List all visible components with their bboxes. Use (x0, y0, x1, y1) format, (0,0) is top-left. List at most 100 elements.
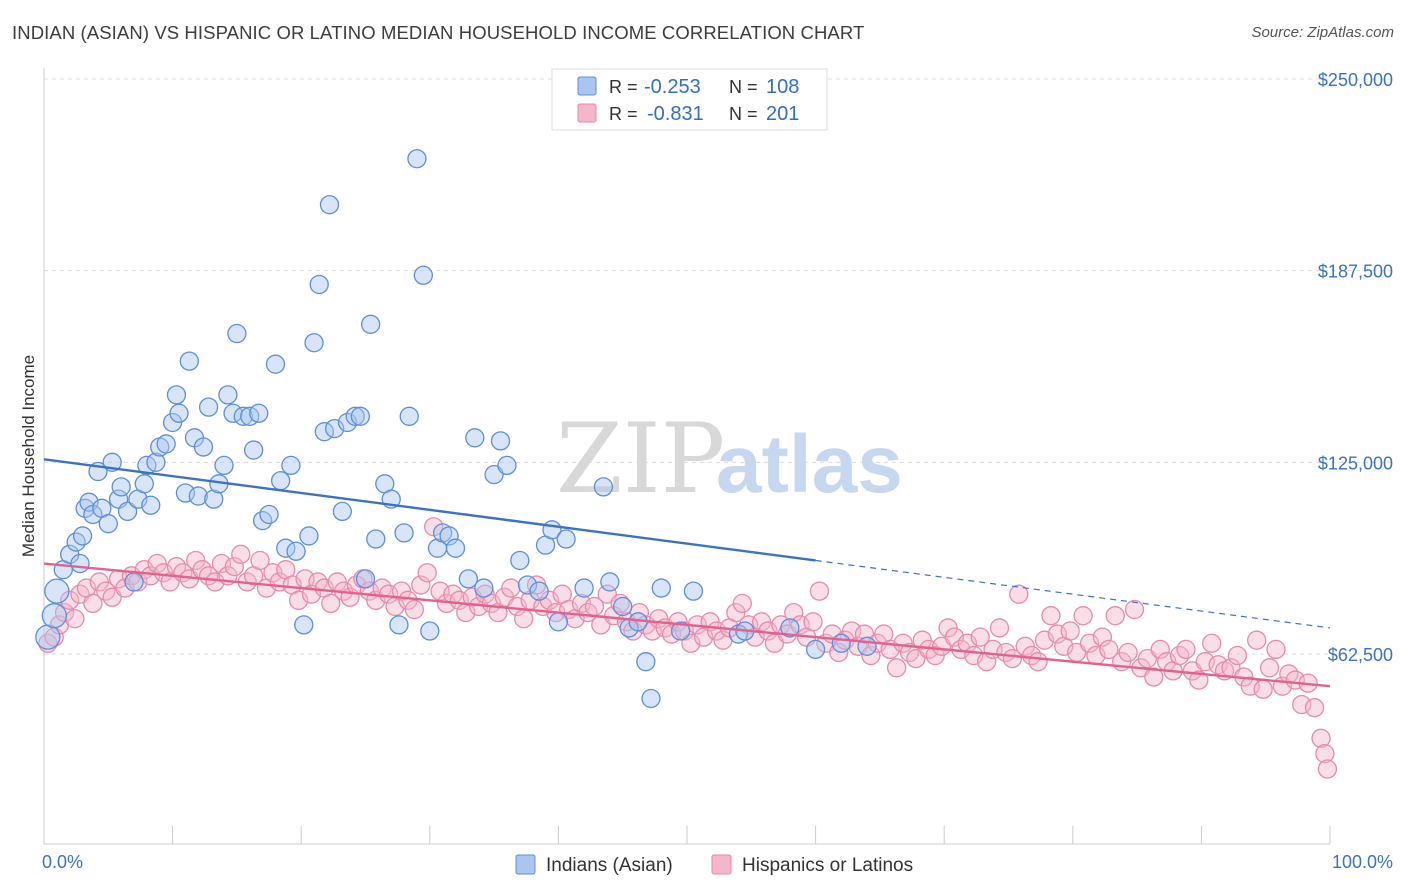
y-axis-label: Median Household Income (19, 355, 38, 557)
indian-point-37 (214, 455, 234, 476)
indian-point-105 (805, 639, 826, 660)
indian-point-76 (439, 526, 459, 546)
bottom-legend-swatch-indian (515, 854, 536, 875)
indian-point-77 (445, 538, 466, 558)
indian-point-92 (593, 477, 614, 497)
indian-point-16 (111, 477, 131, 497)
indian-point-52 (294, 615, 314, 635)
hispanic-point-199 (1311, 728, 1331, 748)
indian-point-86 (529, 581, 549, 601)
hispanic-point-189 (1247, 630, 1267, 650)
indian-point-84 (510, 550, 530, 571)
indian-point-25 (156, 434, 176, 454)
grid-lines (44, 78, 1393, 655)
indian-point-22 (141, 495, 161, 515)
y-tick-labels: $62,500 $125,000 $187,500 $250,000 (1318, 70, 1393, 665)
indian-point-51 (286, 541, 306, 561)
hispanic-point-169 (1118, 642, 1138, 663)
indian-point-89 (548, 612, 569, 632)
hispanic-point-8 (83, 593, 103, 614)
indian-point-104 (780, 618, 800, 638)
hispanic-point-59 (411, 575, 431, 595)
indian-point-61 (345, 406, 365, 426)
indian-point-7 (72, 526, 93, 546)
indian-point-48 (270, 471, 291, 491)
legend-r-label-2: R = (609, 104, 638, 124)
hispanic-point-31 (231, 544, 251, 564)
indian-point-44 (249, 403, 269, 423)
hispanic-point-155 (1028, 652, 1048, 672)
y-tick-label-1: $125,000 (1318, 453, 1393, 473)
indian-point-94 (613, 596, 633, 617)
indian-point-20 (134, 474, 154, 494)
indian-point-40 (227, 323, 247, 344)
indian-point-90 (556, 529, 576, 549)
indian-point-18 (124, 572, 144, 592)
indian-point-46 (259, 504, 279, 525)
hispanic-point-90 (610, 593, 630, 614)
bottom-legend: Indians (Asian) Hispanics or Latinos (515, 854, 913, 876)
indian-point-53 (299, 526, 319, 546)
indian-point-38 (218, 385, 238, 405)
trend-lines (43, 458, 1331, 688)
hispanic-point-34 (250, 550, 270, 571)
source-note: Source: ZipAtlas.com (1251, 24, 1394, 41)
indian-point-30 (179, 351, 199, 371)
indian-point-78 (458, 569, 479, 589)
indian-point-2 (44, 578, 70, 604)
indian-point-65 (366, 529, 386, 549)
watermark: ZIP atlas (556, 403, 903, 515)
indian-point-79 (465, 428, 485, 448)
indian-point-99 (651, 578, 671, 598)
axes (43, 68, 1331, 845)
indian-point-68 (389, 615, 409, 635)
hispanic-point-180 (1189, 670, 1209, 690)
indian-point-106 (831, 633, 851, 653)
indian-point-59 (332, 501, 353, 522)
hispanic-point-166 (1099, 639, 1119, 660)
hispanic-point-201 (1317, 759, 1338, 779)
indian-point-72 (413, 265, 434, 285)
indian-point-85 (517, 575, 538, 595)
legend-swatch-indian (577, 76, 597, 96)
hispanic-point-73 (501, 578, 521, 598)
hispanic-point-160 (1060, 621, 1080, 641)
hispanic-point-200 (1315, 744, 1335, 764)
hispanic-point-120 (803, 612, 823, 632)
indian-point-23 (146, 452, 166, 472)
hispanic-point-30 (224, 556, 244, 577)
hispanic-point-149 (989, 618, 1010, 638)
indian-point-47 (265, 354, 286, 374)
x-tick-label-end: 100.0% (1332, 852, 1393, 872)
indian-points (35, 149, 877, 709)
indian-point-0 (35, 624, 61, 650)
indian-point-57 (319, 195, 340, 215)
hispanic-point-58 (404, 599, 425, 620)
indian-point-97 (636, 652, 656, 672)
legend-n-label-2: N = (729, 104, 758, 124)
indian-point-83 (497, 455, 517, 476)
legend-r-value-2: -0.831 (647, 103, 704, 125)
indian-point-43 (243, 440, 264, 460)
x-tick-label-start: 0.0% (42, 852, 83, 872)
hispanic-point-191 (1259, 658, 1280, 678)
indian-point-28 (169, 403, 189, 423)
indian-point-35 (204, 489, 224, 509)
y-tick-label-2: $187,500 (1318, 262, 1393, 282)
indian-point-62 (350, 406, 371, 426)
legend-r-value-1: -0.253 (644, 76, 701, 98)
hispanic-point-146 (970, 627, 990, 647)
indian-trend-extension (815, 559, 1331, 629)
indian-point-91 (574, 578, 594, 598)
hispanic-point-60 (417, 563, 437, 583)
indian-point-33 (193, 437, 214, 457)
hispanic-points (38, 517, 1338, 779)
indian-trend-line (43, 458, 816, 562)
hispanic-point-174 (1150, 639, 1170, 660)
indian-point-100 (670, 621, 691, 641)
y-tick-label-0: $62,500 (1328, 645, 1393, 665)
indian-point-6 (70, 553, 90, 574)
hispanic-point-157 (1041, 606, 1061, 626)
indian-point-64 (360, 314, 381, 334)
